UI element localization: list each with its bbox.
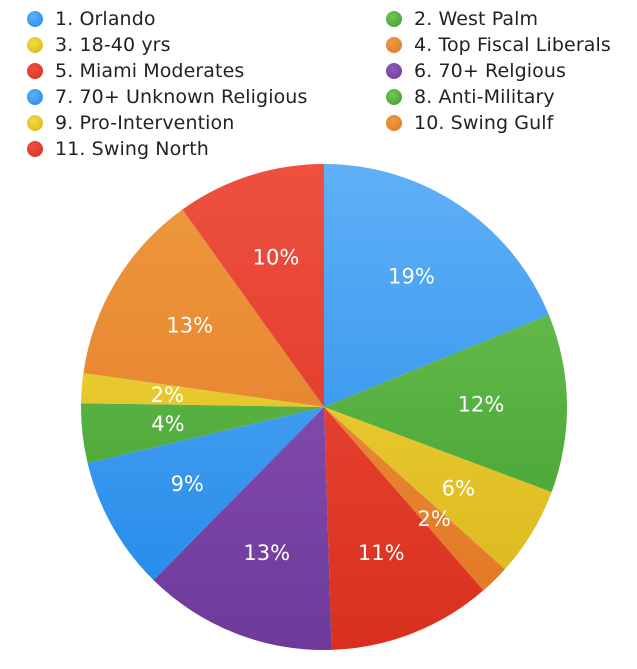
legend-label: 8. Anti-Military <box>414 86 555 108</box>
legend-label: 6. 70+ Relgious <box>414 60 567 82</box>
legend-swatch <box>27 141 43 157</box>
legend-item: 8. Anti-Military <box>386 84 555 110</box>
legend-label: 1. Orlando <box>55 8 156 30</box>
legend-label: 7. 70+ Unknown Religious <box>55 86 308 108</box>
legend-item: 6. 70+ Relgious <box>386 58 566 84</box>
chart-legend: 1. Orlando 2. West Palm 3. 18-40 yrs 4. Top… <box>0 0 637 170</box>
legend-label: 10. Swing Gulf <box>414 112 554 134</box>
pie-slice <box>153 407 332 650</box>
pie-slice <box>324 407 484 650</box>
legend-swatch <box>386 63 402 79</box>
slice-percent-label: 4% <box>151 412 184 436</box>
legend-item: 10. Swing Gulf <box>386 110 553 136</box>
legend-item: 5. Miami Moderates <box>27 58 244 84</box>
pie-slice <box>81 403 324 464</box>
slice-percent-label: 2% <box>417 507 450 531</box>
legend-item: 4. Top Fiscal Liberals <box>386 32 611 58</box>
legend-label: 3. 18-40 yrs <box>55 34 171 56</box>
legend-label: 4. Top Fiscal Liberals <box>414 34 611 56</box>
slice-percent-label: 2% <box>151 383 184 407</box>
legend-swatch <box>27 63 43 79</box>
pie-slice <box>83 209 325 407</box>
pie-slice <box>324 314 567 493</box>
legend-swatch <box>27 11 43 27</box>
pie-slice <box>324 407 552 570</box>
slice-percent-label: 9% <box>171 472 204 496</box>
slice-percent-label: 6% <box>442 476 475 500</box>
legend-swatch <box>386 11 402 27</box>
legend-label: 2. West Palm <box>414 8 539 30</box>
legend-swatch <box>27 115 43 131</box>
legend-swatch <box>386 89 402 105</box>
legend-swatch <box>386 115 402 131</box>
slice-percent-label: 10% <box>253 246 300 270</box>
pie-slice <box>324 407 505 591</box>
slice-percent-label: 19% <box>388 265 435 289</box>
pie-slice <box>182 164 324 407</box>
slice-percent-label: 11% <box>358 541 405 565</box>
legend-item: 2. West Palm <box>386 6 538 32</box>
legend-label: 9. Pro-Intervention <box>55 112 235 134</box>
legend-item: 1. Orlando <box>27 6 156 32</box>
slice-percent-label: 13% <box>243 541 290 565</box>
slice-percent-label: 13% <box>166 314 213 338</box>
legend-item: 7. 70+ Unknown Religious <box>27 84 307 110</box>
slice-percent-label: 12% <box>458 393 505 417</box>
legend-item: 9. Pro-Intervention <box>27 110 234 136</box>
legend-swatch <box>27 89 43 105</box>
pie-slice <box>324 164 549 407</box>
legend-item: 3. 18-40 yrs <box>27 32 171 58</box>
pie-slice <box>87 407 324 581</box>
legend-swatch <box>27 37 43 53</box>
legend-label: 11. Swing North <box>55 138 209 160</box>
pie-slice <box>81 373 324 407</box>
legend-swatch <box>386 37 402 53</box>
legend-label: 5. Miami Moderates <box>55 60 245 82</box>
legend-item: 11. Swing North <box>27 136 209 162</box>
